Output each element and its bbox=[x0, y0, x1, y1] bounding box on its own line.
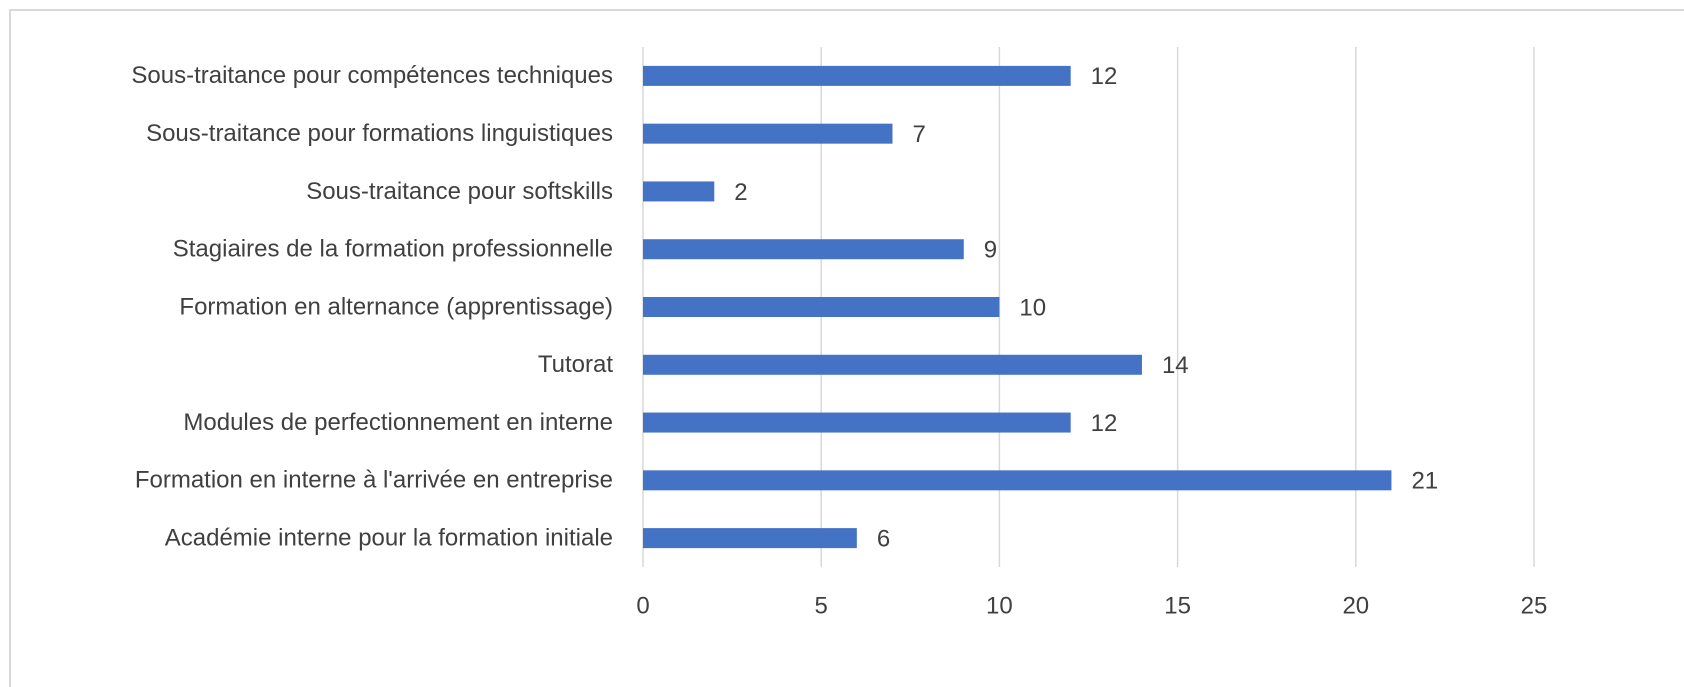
x-tick-label: 15 bbox=[1164, 592, 1191, 619]
y-tick-label: Sous-traitance pour compétences techniqu… bbox=[131, 62, 613, 89]
data-label: 7 bbox=[912, 121, 925, 148]
bar bbox=[643, 123, 893, 144]
x-tick-label: 20 bbox=[1342, 592, 1369, 619]
data-label: 12 bbox=[1091, 63, 1118, 90]
y-tick-label: Sous-traitance pour softskills bbox=[306, 178, 613, 205]
data-label: 6 bbox=[877, 525, 890, 552]
x-tick-label: 0 bbox=[636, 592, 649, 619]
bar bbox=[643, 65, 1071, 86]
x-tick-label: 25 bbox=[1521, 592, 1548, 619]
bar bbox=[643, 528, 857, 549]
data-label: 2 bbox=[734, 179, 747, 206]
bar bbox=[643, 297, 1000, 317]
bar bbox=[643, 412, 1071, 433]
data-label: 14 bbox=[1162, 352, 1189, 379]
bar bbox=[643, 470, 1392, 491]
x-tick-label: 5 bbox=[815, 592, 828, 619]
bar bbox=[643, 181, 715, 202]
x-tick-label: 10 bbox=[986, 592, 1013, 619]
y-tick-label: Formation en interne à l'arrivée en entr… bbox=[135, 467, 613, 494]
y-tick-label: Tutorat bbox=[538, 351, 613, 378]
y-tick-label: Stagiaires de la formation professionnel… bbox=[173, 236, 613, 263]
bar bbox=[643, 354, 1142, 375]
data-label: 21 bbox=[1411, 468, 1438, 495]
y-tick-label: Sous-traitance pour formations linguisti… bbox=[146, 120, 613, 147]
chart-border bbox=[9, 9, 1684, 687]
y-tick-label: Académie interne pour la formation initi… bbox=[165, 524, 613, 551]
data-label: 9 bbox=[984, 237, 997, 264]
data-label: 10 bbox=[1019, 294, 1046, 321]
data-label: 12 bbox=[1091, 410, 1118, 437]
y-tick-label: Formation en alternance (apprentissage) bbox=[179, 293, 613, 320]
y-tick-label: Modules de perfectionnement en interne bbox=[183, 409, 613, 436]
bar bbox=[643, 239, 964, 260]
